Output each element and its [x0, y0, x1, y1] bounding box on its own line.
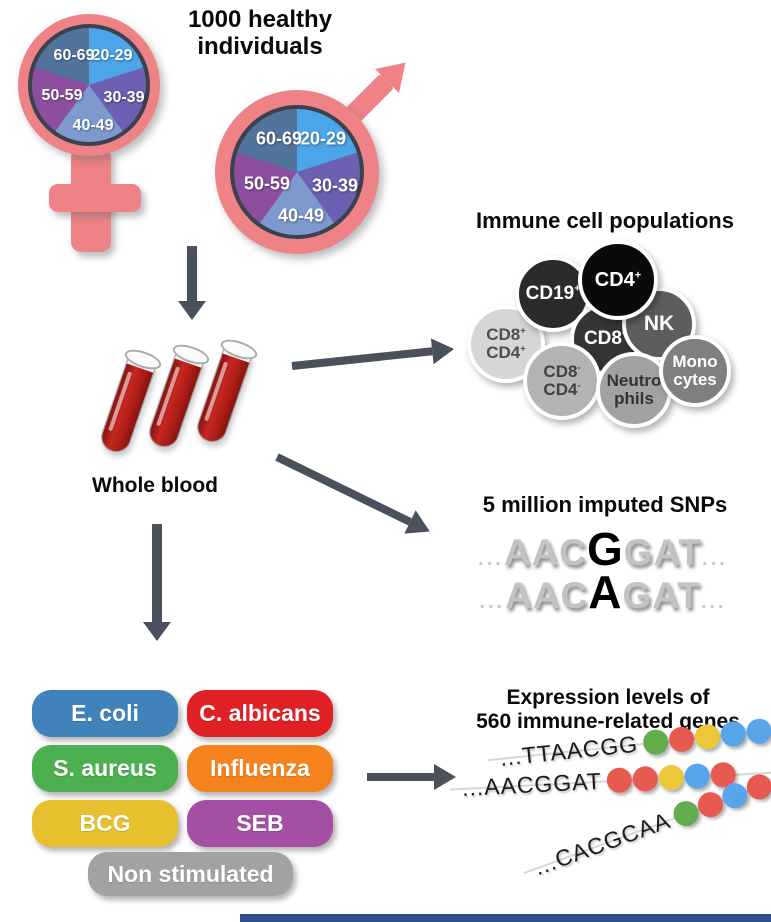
snps-title: 5 million imputed SNPs — [482, 492, 728, 517]
pill-label: Influenza — [210, 755, 310, 781]
expression-dot — [744, 717, 771, 745]
snp-sequence-row: ...AACAGAT... — [425, 565, 771, 619]
sequence-text: AAC — [503, 532, 588, 573]
arrow-to-expression-icon — [367, 764, 456, 790]
expression-dot — [658, 763, 685, 791]
ellipsis: ... — [478, 548, 504, 570]
pill-label: C. albicans — [199, 700, 321, 726]
sequence-text: ...CACGCAA — [530, 806, 674, 880]
expression-dot — [693, 722, 721, 750]
ellipsis: ... — [702, 548, 728, 570]
pill-label: S. aureus — [53, 755, 157, 781]
sequence-text: ...AACGGAT — [461, 767, 603, 801]
stimulus-calbicans: C. albicans — [187, 690, 333, 737]
expression-dot — [683, 762, 711, 789]
age-label: 50-59 — [243, 173, 291, 194]
arrow-head — [430, 336, 456, 365]
age-label: 50-59 — [41, 87, 83, 104]
expression-title-line2: 560 immune-related genes — [476, 710, 740, 733]
stimulus-ecoli: E. coli — [32, 690, 178, 737]
pill-label: SEB — [236, 810, 284, 836]
age-label: 40-49 — [277, 205, 325, 226]
stimulus-non-stimulated: Non stimulated — [88, 852, 293, 896]
age-label: 60-69 — [53, 47, 95, 64]
cell-monocytes: Mono cytes — [659, 335, 731, 407]
cohort-title: 1000 healthy individuals — [187, 6, 333, 60]
ellipsis: ... — [700, 591, 727, 613]
cropped-bottom-bar — [240, 914, 771, 922]
snp-allele: A — [588, 566, 623, 618]
pill-label: BCG — [79, 810, 131, 836]
expression-dot — [641, 727, 670, 756]
arrow-to-snps-icon — [271, 445, 436, 544]
cell-cd4pos: CD4+ — [578, 240, 658, 320]
arrow-down-to-stimuli-icon — [143, 524, 171, 641]
age-label: 30-39 — [103, 89, 145, 106]
ellipsis: ... — [479, 591, 506, 613]
immune-populations-title: Immune cell populations — [476, 208, 734, 233]
whole-blood-label: Whole blood — [92, 474, 218, 497]
snp-sequence-row: ...AACGGAT... — [425, 522, 771, 576]
arrow-to-immune-cells-icon — [291, 336, 456, 379]
female-age-pie: 20-29 30-39 40-49 50-59 60-69 — [28, 24, 150, 146]
female-symbol-crossbar — [49, 184, 141, 212]
age-label: 20-29 — [91, 47, 133, 64]
pill-label: E. coli — [71, 700, 139, 726]
arrow-head — [143, 622, 171, 641]
age-label: 20-29 — [299, 128, 347, 149]
arrow-shaft — [187, 246, 197, 301]
stimulus-saureus: S. aureus — [32, 745, 178, 792]
expression-dot — [667, 725, 695, 753]
expression-title-line1: Expression levels of — [506, 686, 710, 709]
cell-neutrophils: Neutro phils — [596, 352, 672, 428]
male-age-pie: 20-29 30-39 40-49 50-59 60-69 — [230, 105, 364, 239]
stimulus-seb: SEB — [187, 800, 333, 847]
cell-cd8neg-cd4neg: CD8- CD4- — [523, 342, 601, 420]
expression-dot — [606, 766, 633, 793]
age-label: 40-49 — [72, 117, 114, 134]
arrow-head — [178, 301, 206, 320]
stimulus-influenza: Influenza — [187, 745, 333, 792]
sequence-text: GAT — [622, 575, 701, 616]
expression-title: Expression levels of 560 immune-related … — [445, 686, 771, 734]
expression-dot — [632, 765, 659, 792]
arrow-head — [434, 764, 456, 790]
expression-dot — [719, 719, 747, 748]
age-label: 60-69 — [255, 128, 303, 149]
arrow-shaft — [275, 453, 412, 526]
cell-cd19pos: CD19+ — [515, 256, 591, 332]
pill-label: Non stimulated — [107, 860, 274, 887]
sequence-text: GAT — [623, 532, 703, 573]
arrow-shaft — [367, 773, 434, 781]
snp-allele: G — [587, 523, 624, 575]
stimulus-bcg: BCG — [32, 800, 178, 847]
arrow-down-to-blood-icon — [178, 246, 206, 320]
sequence-text: AAC — [505, 575, 589, 616]
age-label: 30-39 — [311, 175, 359, 196]
arrow-shaft — [152, 524, 162, 622]
arrow-shaft — [291, 347, 433, 370]
